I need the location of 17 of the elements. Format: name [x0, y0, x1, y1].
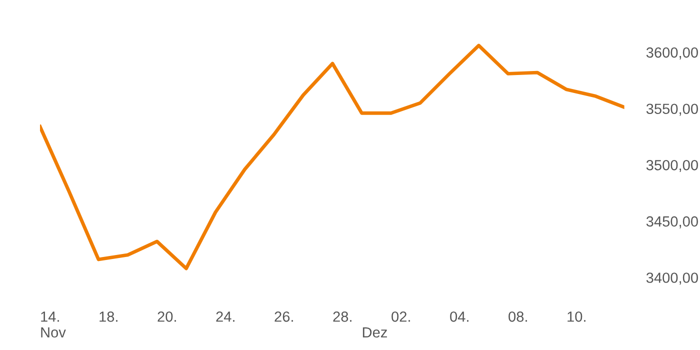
y-tick-label: 3600,00	[646, 47, 698, 60]
x-tick-label: 18.	[100, 311, 118, 322]
x-tick-label: 10.	[568, 311, 586, 322]
x-tick-label: 28.	[333, 311, 352, 322]
y-tick-label: 3400,00	[646, 272, 698, 285]
y-tick-label: 3500,00	[646, 160, 698, 172]
x-tick-label: 04.	[450, 311, 468, 322]
x-tick-label: Dez	[362, 327, 387, 338]
line-series	[40, 44, 625, 270]
x-tick-label: 14. Nov	[41, 312, 66, 338]
y-tick-label: 3550,00	[646, 104, 698, 116]
x-tick-label: 02.	[392, 311, 410, 322]
x-tick-label: 24.	[216, 311, 234, 322]
x-tick-label: 20.	[158, 311, 176, 322]
x-tick-label: 08.	[508, 311, 527, 322]
y-tick-label: 3450,00	[646, 216, 698, 228]
x-tick-label: 26.	[274, 311, 293, 322]
